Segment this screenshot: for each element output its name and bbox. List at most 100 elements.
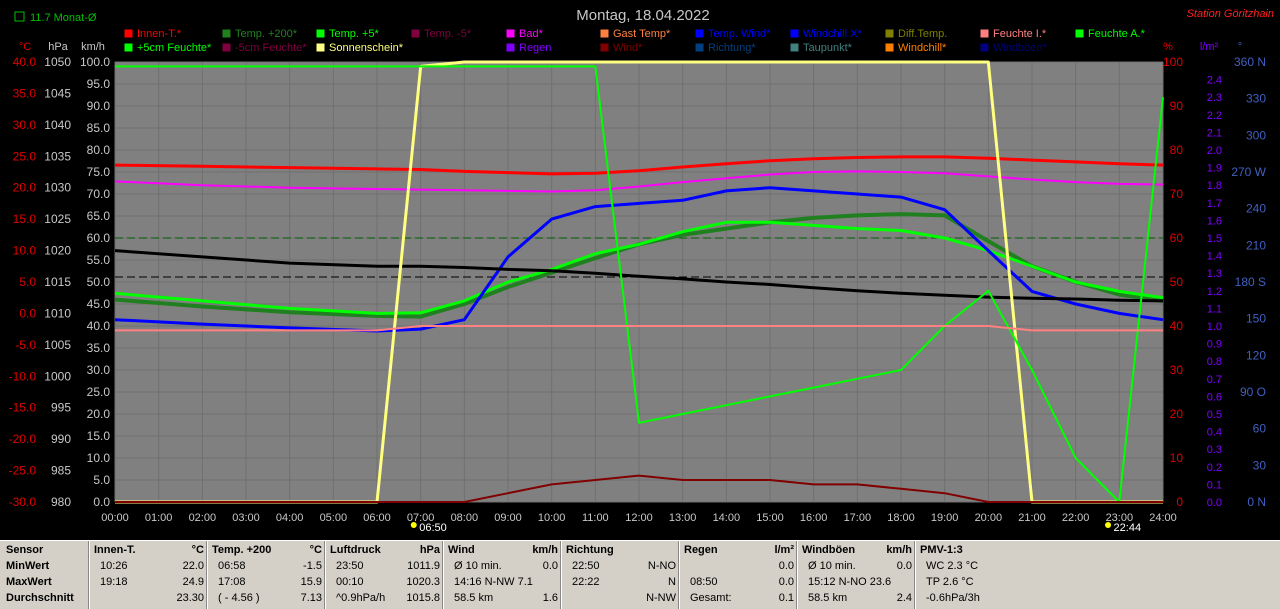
stat-column: Regen l/m² 0.0 08:50 0.0 Gesamt: 0.1 bbox=[684, 541, 794, 609]
time-tick-label: 13:00 bbox=[669, 512, 697, 524]
stat-value: 1.6 bbox=[542, 592, 558, 604]
temp-tick-label: 40.0 bbox=[13, 55, 37, 69]
column-separator bbox=[678, 541, 680, 609]
stat-value: N bbox=[668, 576, 676, 588]
rain-tick-label: 0.6 bbox=[1207, 391, 1222, 403]
series-line bbox=[114, 212, 1164, 319]
rain-tick-label: 1.4 bbox=[1207, 251, 1222, 263]
rain-tick-label: 0.9 bbox=[1207, 339, 1222, 351]
legend-label: Diff.Temp. bbox=[898, 28, 947, 40]
direction-tick-label: 180 S bbox=[1235, 275, 1266, 289]
temp-tick-label: -20.0 bbox=[9, 432, 37, 446]
temp-tick-label: -15.0 bbox=[9, 401, 37, 415]
pressure-tick-label: 1035 bbox=[44, 149, 71, 163]
pressure-tick-label: 990 bbox=[51, 432, 71, 446]
stat-value: N-NO bbox=[647, 560, 676, 572]
percent-tick-label: 10 bbox=[1170, 451, 1184, 465]
row-label-sensor: Sensor bbox=[6, 544, 44, 556]
temp-tick-label: 0.0 bbox=[19, 306, 36, 320]
speed-tick-label: 60.0 bbox=[87, 231, 111, 245]
legend-label: Temp. +5* bbox=[329, 28, 380, 40]
rain-tick-label: 2.3 bbox=[1207, 92, 1222, 104]
time-tick-label: 16:00 bbox=[800, 512, 828, 524]
pressure-axis-unit: hPa bbox=[48, 41, 68, 53]
temp-tick-label: -5.0 bbox=[15, 338, 36, 352]
direction-tick-label: 240 bbox=[1246, 202, 1266, 216]
stat-value: 1011.9 bbox=[407, 560, 440, 572]
stat-label: Ø 10 min. bbox=[454, 560, 502, 572]
legend-label: Regen bbox=[519, 42, 551, 54]
speed-tick-label: 20.0 bbox=[87, 407, 111, 421]
temp-tick-label: -10.0 bbox=[9, 369, 37, 383]
stat-value: 2.4 bbox=[896, 592, 912, 604]
legend-swatch bbox=[599, 42, 610, 53]
time-tick-label: 23:00 bbox=[1106, 512, 1134, 524]
rain-tick-label: 0.3 bbox=[1207, 444, 1222, 456]
rain-tick-label: 0.5 bbox=[1207, 409, 1222, 421]
legend-swatch bbox=[221, 28, 232, 39]
legend-swatch bbox=[694, 42, 705, 53]
speed-tick-label: 15.0 bbox=[87, 429, 111, 443]
stat-unit: km/h bbox=[532, 544, 558, 556]
legend-swatch bbox=[315, 42, 326, 53]
time-tick-label: 11:00 bbox=[582, 512, 609, 524]
legend-label: Taupunkt* bbox=[803, 42, 853, 54]
direction-tick-label: 30 bbox=[1253, 458, 1267, 472]
legend-label: Luftdruck* bbox=[424, 42, 474, 54]
stat-label: 06:58 bbox=[218, 560, 246, 572]
percent-tick-label: 20 bbox=[1170, 407, 1184, 421]
pressure-tick-label: 1025 bbox=[44, 212, 71, 226]
legend-label: +5cm Feuchte* bbox=[137, 42, 212, 54]
legend-label: Innen-T.* bbox=[137, 28, 182, 40]
speed-tick-label: 80.0 bbox=[87, 143, 111, 157]
stat-label: 17:08 bbox=[218, 576, 246, 588]
series-line bbox=[115, 60, 1163, 504]
stat-value: 1015.8 bbox=[406, 592, 440, 604]
direction-tick-label: 120 bbox=[1246, 348, 1266, 362]
percent-tick-label: 70 bbox=[1170, 187, 1184, 201]
legend-label: Temp. +200* bbox=[235, 28, 298, 40]
legend-swatch bbox=[505, 28, 516, 39]
rain-tick-label: 0.2 bbox=[1207, 462, 1222, 474]
pressure-tick-label: 1010 bbox=[44, 306, 71, 320]
speed-axis-unit: km/h bbox=[81, 41, 105, 53]
legend-label: Wind* bbox=[613, 42, 643, 54]
stat-title: Temp. +200 bbox=[212, 544, 272, 556]
stat-label: Ø 10 min. bbox=[808, 560, 856, 572]
rain-tick-label: 0.4 bbox=[1207, 427, 1222, 439]
stat-unit: hPa bbox=[419, 544, 440, 556]
chart-title: Montag, 18.04.2022 bbox=[576, 7, 709, 24]
time-tick-label: 24:00 bbox=[1149, 512, 1177, 524]
legend-swatch bbox=[979, 42, 990, 53]
rain-tick-label: 2.2 bbox=[1207, 110, 1222, 122]
stat-label: Gesamt: bbox=[690, 592, 732, 604]
pressure-tick-label: 1030 bbox=[44, 181, 71, 195]
legend-label: Feuchte I.* bbox=[993, 28, 1047, 40]
direction-tick-label: 360 N bbox=[1234, 55, 1266, 69]
legend-label: -5cm Feuchte* bbox=[235, 42, 307, 54]
series-line bbox=[115, 474, 1163, 503]
row-label-min: MinWert bbox=[6, 560, 50, 572]
series-line bbox=[115, 325, 1163, 332]
percent-tick-label: 90 bbox=[1170, 99, 1184, 113]
column-separator bbox=[914, 541, 916, 609]
rain-tick-label: 1.1 bbox=[1207, 303, 1222, 315]
stat-label: ^0.9hPa/h bbox=[336, 592, 386, 604]
legend-label: Bad* bbox=[519, 28, 544, 40]
stat-value: 0.0 bbox=[778, 576, 794, 588]
legend-label: Gast Temp* bbox=[613, 28, 671, 40]
time-tick-label: 10:00 bbox=[538, 512, 566, 524]
rain-axis-unit: l/m² bbox=[1200, 41, 1219, 53]
rain-tick-label: 1.8 bbox=[1207, 180, 1222, 192]
percent-tick-label: 60 bbox=[1170, 231, 1184, 245]
time-tick-label: 08:00 bbox=[451, 512, 479, 524]
legend-swatch bbox=[884, 42, 895, 53]
stat-title: PMV-1:3 bbox=[920, 544, 963, 556]
temp-tick-label: 15.0 bbox=[13, 212, 37, 226]
legend-label: Sonnenschein* bbox=[329, 42, 404, 54]
speed-tick-label: 100.0 bbox=[80, 55, 110, 69]
temp-tick-label: 25.0 bbox=[13, 149, 37, 163]
pressure-tick-label: 1000 bbox=[44, 369, 71, 383]
column-separator bbox=[324, 541, 326, 609]
speed-tick-label: 10.0 bbox=[87, 451, 111, 465]
